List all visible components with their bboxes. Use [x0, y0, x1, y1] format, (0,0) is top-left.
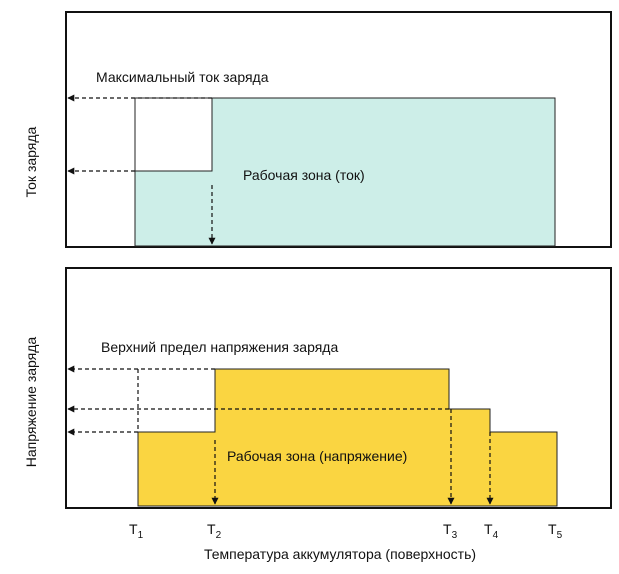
current-zone-label: Рабочая зона (ток) — [243, 167, 365, 183]
tick-t2: T2 — [207, 521, 222, 541]
current-max-label: Максимальный ток заряда — [96, 69, 269, 85]
voltage-axis-label: Напряжение заряда — [23, 337, 39, 468]
voltage-max-label: Верхний предел напряжения заряда — [101, 339, 338, 355]
voltage-zone-label: Рабочая зона (напряжение) — [227, 448, 407, 464]
tick-t1: T1 — [129, 521, 144, 541]
tick-t3: T3 — [443, 521, 458, 541]
tick-t5: T5 — [548, 521, 563, 541]
tick-t4: T4 — [484, 521, 499, 541]
x-axis-label: Температура аккумулятора (поверхность) — [204, 546, 476, 562]
current-axis-label: Ток заряда — [23, 126, 39, 197]
